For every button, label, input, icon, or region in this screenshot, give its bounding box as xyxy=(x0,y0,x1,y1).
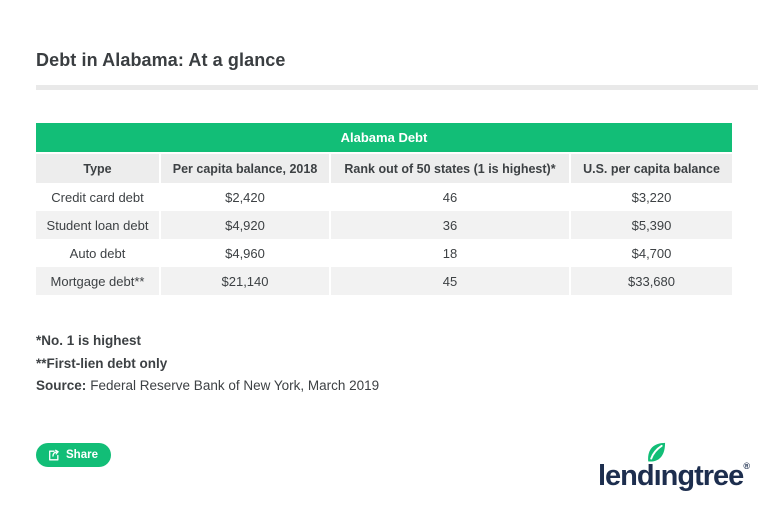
source-text: Federal Reserve Bank of New York, March … xyxy=(90,378,380,393)
table-cell: $3,220 xyxy=(569,183,732,211)
table-row: Student loan debt $4,920 36 $5,390 xyxy=(36,211,732,239)
debt-table: Type Per capita balance, 2018 Rank out o… xyxy=(36,152,732,295)
share-icon xyxy=(47,449,60,462)
lendingtree-logo: lendıngtree® xyxy=(598,442,753,494)
table-cell: 45 xyxy=(329,267,571,295)
table-cell: $2,420 xyxy=(159,183,331,211)
table-cell: 46 xyxy=(329,183,571,211)
share-button[interactable]: Share xyxy=(36,443,111,467)
table-row: Auto debt $4,960 18 $4,700 xyxy=(36,239,732,267)
table-row: Credit card debt $2,420 46 $3,220 xyxy=(36,183,732,211)
table-body: Credit card debt $2,420 46 $3,220 Student lo… xyxy=(36,183,732,295)
table-cell: $33,680 xyxy=(569,267,732,295)
title-divider xyxy=(36,85,758,90)
table-caption: Alabama Debt xyxy=(36,123,732,152)
table-cell: $4,700 xyxy=(569,239,732,267)
table-row: Mortgage debt** $21,140 45 $33,680 xyxy=(36,267,732,295)
table-cell: 18 xyxy=(329,239,571,267)
page-title: Debt in Alabama: At a glance xyxy=(36,50,286,70)
column-header-rank: Rank out of 50 states (1 is highest)* xyxy=(329,152,571,183)
table-cell: $4,960 xyxy=(159,239,331,267)
share-label: Share xyxy=(66,449,98,461)
source-note: Source: Federal Reserve Bank of New York,… xyxy=(36,375,379,398)
footnote-first-lien: **First-lien debt only xyxy=(36,355,168,371)
table-cell: 36 xyxy=(329,211,571,239)
registered-mark: ® xyxy=(743,461,750,471)
logo-wordmark: lendıngtree® xyxy=(598,460,750,492)
table-cell: Auto debt xyxy=(36,239,161,267)
table-cell: $4,920 xyxy=(159,211,331,239)
table-cell: $5,390 xyxy=(569,211,732,239)
debt-table-container: Alabama Debt Type Per capita balance, 20… xyxy=(36,123,732,295)
table-cell: Mortgage debt** xyxy=(36,267,161,295)
footnote-rank: *No. 1 is highest xyxy=(36,333,142,348)
column-header-us-per-capita: U.S. per capita balance xyxy=(569,152,732,183)
leaf-icon xyxy=(642,440,669,472)
table-cell: Student loan debt xyxy=(36,211,161,239)
column-header-per-capita: Per capita balance, 2018 xyxy=(159,152,331,183)
table-cell: $21,140 xyxy=(159,267,331,295)
table-header-row: Type Per capita balance, 2018 Rank out o… xyxy=(36,152,732,183)
footnotes: *No. 1 is highest **First-lien debt only… xyxy=(36,330,379,398)
column-header-type: Type xyxy=(36,152,161,183)
table-cell: Credit card debt xyxy=(36,183,161,211)
source-label: Source: xyxy=(36,378,87,393)
